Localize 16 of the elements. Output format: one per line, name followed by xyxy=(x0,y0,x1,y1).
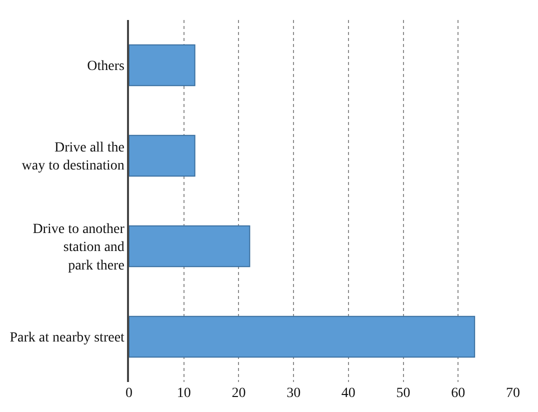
bar xyxy=(129,316,476,358)
y-tick-label: Others xyxy=(87,59,124,74)
x-tick-label: 40 xyxy=(341,386,356,401)
x-tick-label: 0 xyxy=(126,386,132,401)
x-tick-label: 20 xyxy=(232,386,246,401)
bar xyxy=(129,225,250,268)
y-tick-label: Park at nearby street xyxy=(10,330,125,346)
bar xyxy=(129,134,196,177)
x-tick-label: 50 xyxy=(396,386,410,401)
x-tick-label: 70 xyxy=(506,386,520,401)
x-tick-label: 10 xyxy=(176,386,191,401)
y-tick-label: Drive to another station and park there xyxy=(32,222,125,274)
bar xyxy=(129,44,196,86)
y-tick-label: Drive all the way to destination xyxy=(22,140,124,174)
x-tick-label: 60 xyxy=(451,386,466,401)
x-tick-label: 30 xyxy=(286,386,301,401)
